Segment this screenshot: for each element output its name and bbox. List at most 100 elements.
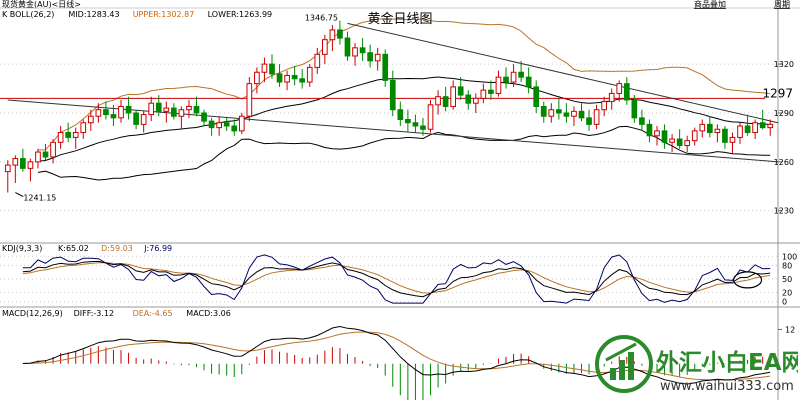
candle-body xyxy=(706,123,713,134)
candle-body xyxy=(178,109,185,117)
candle-body xyxy=(344,37,351,57)
candle-body xyxy=(374,53,381,62)
header-link: 商品叠加 xyxy=(694,0,726,9)
y-tick-label: 20 xyxy=(782,289,792,298)
kdj-k-line xyxy=(22,260,771,298)
candle-body xyxy=(586,117,592,125)
candle-body xyxy=(65,132,72,138)
candle-body xyxy=(714,128,721,134)
candle-body xyxy=(563,112,570,117)
y-tick-label: 1230 xyxy=(774,207,794,216)
watermark: 外汇小白EA网 www.waihui333.com xyxy=(592,330,800,398)
candle-body xyxy=(691,130,698,142)
candle-body xyxy=(367,52,373,62)
candle-body xyxy=(382,53,389,81)
candle-body xyxy=(601,101,607,111)
candle-body xyxy=(125,105,132,114)
candle-body xyxy=(110,114,117,119)
macd-panel xyxy=(22,325,771,403)
candle-body xyxy=(163,107,170,112)
candle-body xyxy=(616,83,623,94)
watermark-url: www.waihui333.com xyxy=(660,379,794,394)
legend-item: MID:1283.43 xyxy=(68,10,119,19)
annotation-label: 1241.15 xyxy=(23,194,56,203)
candle-body xyxy=(103,109,109,116)
legend-item: LOWER:1263.99 xyxy=(208,10,273,19)
candle-body xyxy=(261,63,268,73)
candle-body xyxy=(435,96,441,106)
candle-body xyxy=(578,110,585,119)
macd-dea-line xyxy=(22,331,771,381)
candle-body xyxy=(186,105,192,111)
annotation-label: 1297 xyxy=(763,87,794,101)
y-tick-label: 1290 xyxy=(774,109,794,118)
header-link: 周期 xyxy=(774,0,790,9)
candle-body xyxy=(171,107,177,117)
candle-body xyxy=(140,114,147,125)
candle-body xyxy=(306,66,313,83)
candle-body xyxy=(631,99,638,119)
candle-body xyxy=(269,63,275,75)
candle-body xyxy=(525,76,532,88)
candle-body xyxy=(518,71,524,78)
candle-body xyxy=(389,79,396,111)
legend-item: D:59.03 xyxy=(101,244,133,253)
candle-body xyxy=(654,130,660,137)
watermark-logo-icon xyxy=(595,335,653,393)
candle-body xyxy=(744,125,751,134)
label-layer: 现货黄金(AU)<日线> 商品叠加 周期 K BOLL(26,2) MID:1283.4… xyxy=(2,0,797,334)
kdj-panel xyxy=(22,254,771,304)
y-tick-label: 100 xyxy=(782,252,797,261)
candle-body xyxy=(337,29,343,39)
candle-body xyxy=(465,94,472,104)
candle-body xyxy=(299,78,306,83)
candle-body xyxy=(608,92,615,103)
candle-body xyxy=(42,151,49,158)
candle-body xyxy=(480,89,487,99)
y-tick-label: 1320 xyxy=(774,60,794,69)
candle-body xyxy=(676,138,683,147)
candle-body xyxy=(412,122,419,127)
candle-body xyxy=(87,115,94,124)
candle-body xyxy=(95,109,102,117)
candle-body xyxy=(729,136,736,143)
legend-item: J:76.99 xyxy=(143,244,172,253)
candle-body xyxy=(321,39,328,55)
annotation-label: 1346.75 xyxy=(305,14,338,23)
candle-body xyxy=(238,115,245,132)
candle-body xyxy=(216,122,222,129)
legend-label: K BOLL(26,2) xyxy=(2,10,54,19)
candle-body xyxy=(488,89,494,94)
candle-body xyxy=(533,86,540,107)
candle-body xyxy=(50,141,56,158)
candle-body xyxy=(4,164,11,173)
candle-body xyxy=(155,102,162,112)
candle-body xyxy=(420,125,426,130)
candle-body xyxy=(457,86,464,96)
candle-body xyxy=(669,138,675,143)
candle-body xyxy=(57,132,64,143)
candle-body xyxy=(510,71,517,83)
candle-body xyxy=(661,130,668,143)
candle-body xyxy=(276,73,283,83)
candle-body xyxy=(427,104,434,130)
candle-body xyxy=(246,83,253,117)
candle-body xyxy=(722,128,728,143)
candle-body xyxy=(397,109,404,120)
candle-body xyxy=(20,158,26,169)
y-tick-label: 50 xyxy=(782,275,792,284)
legend-label: KDJ(9,3,3) xyxy=(2,244,42,253)
candle-body xyxy=(27,161,34,169)
macd-diff-line xyxy=(22,325,771,385)
kdj-highlight-circle xyxy=(732,271,763,289)
candle-body xyxy=(752,122,758,134)
candle-body xyxy=(359,47,366,54)
y-tick-label: 12 xyxy=(785,325,795,334)
candle-body xyxy=(759,122,766,129)
legend-item: DEA:-4.65 xyxy=(133,309,173,318)
candle-body xyxy=(12,158,19,166)
candle-body xyxy=(646,123,653,137)
legend-item: DIFF:-3.12 xyxy=(74,309,115,318)
